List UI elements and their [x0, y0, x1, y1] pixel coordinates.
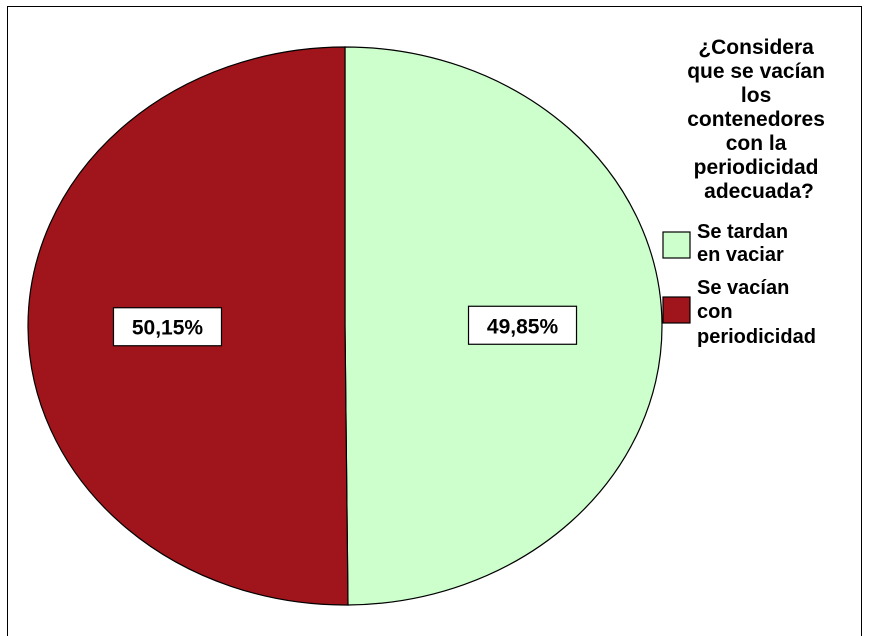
legend-title-line: periodicidad: [694, 156, 819, 179]
legend-label-se-tardan: Se tardan en vaciar: [697, 221, 794, 266]
slice-label-box: [467, 305, 578, 345]
legend-label-line: con: [697, 301, 733, 323]
legend-label-line: periodicidad: [697, 326, 816, 348]
legend-title-line: los: [741, 84, 771, 107]
slice-label-text: 50,15%: [132, 317, 204, 340]
slice-label-1: 50,15%: [112, 307, 223, 347]
slice-label-0: 49,85%: [467, 305, 578, 345]
legend-title-line: que se vacían: [687, 60, 825, 83]
legend-label-line: en vaciar: [697, 244, 784, 266]
legend-label-line: Se vacían: [697, 277, 789, 299]
legend-title-line: contenedores: [687, 108, 825, 131]
slice-label-box: [112, 307, 223, 347]
legend-title-line: ¿Considera: [698, 36, 814, 59]
legend-title-line: adecuada?: [704, 180, 814, 203]
legend-label-se-vacian: Se vacían con periodicidad: [697, 277, 816, 348]
legend-title: ¿Considera que se vacían los contenedore…: [687, 36, 831, 203]
legend-swatch-se-vacian: [662, 296, 691, 324]
legend-title-line: con la: [726, 132, 787, 155]
slice-label-text: 49,85%: [487, 315, 559, 338]
legend-swatch-se-tardan: [662, 231, 691, 259]
legend: ¿Considera que se vacían los contenedore…: [662, 36, 831, 348]
slice-labels: 49,85% 50,15%: [112, 305, 578, 347]
legend-label-line: Se tardan: [697, 221, 788, 243]
